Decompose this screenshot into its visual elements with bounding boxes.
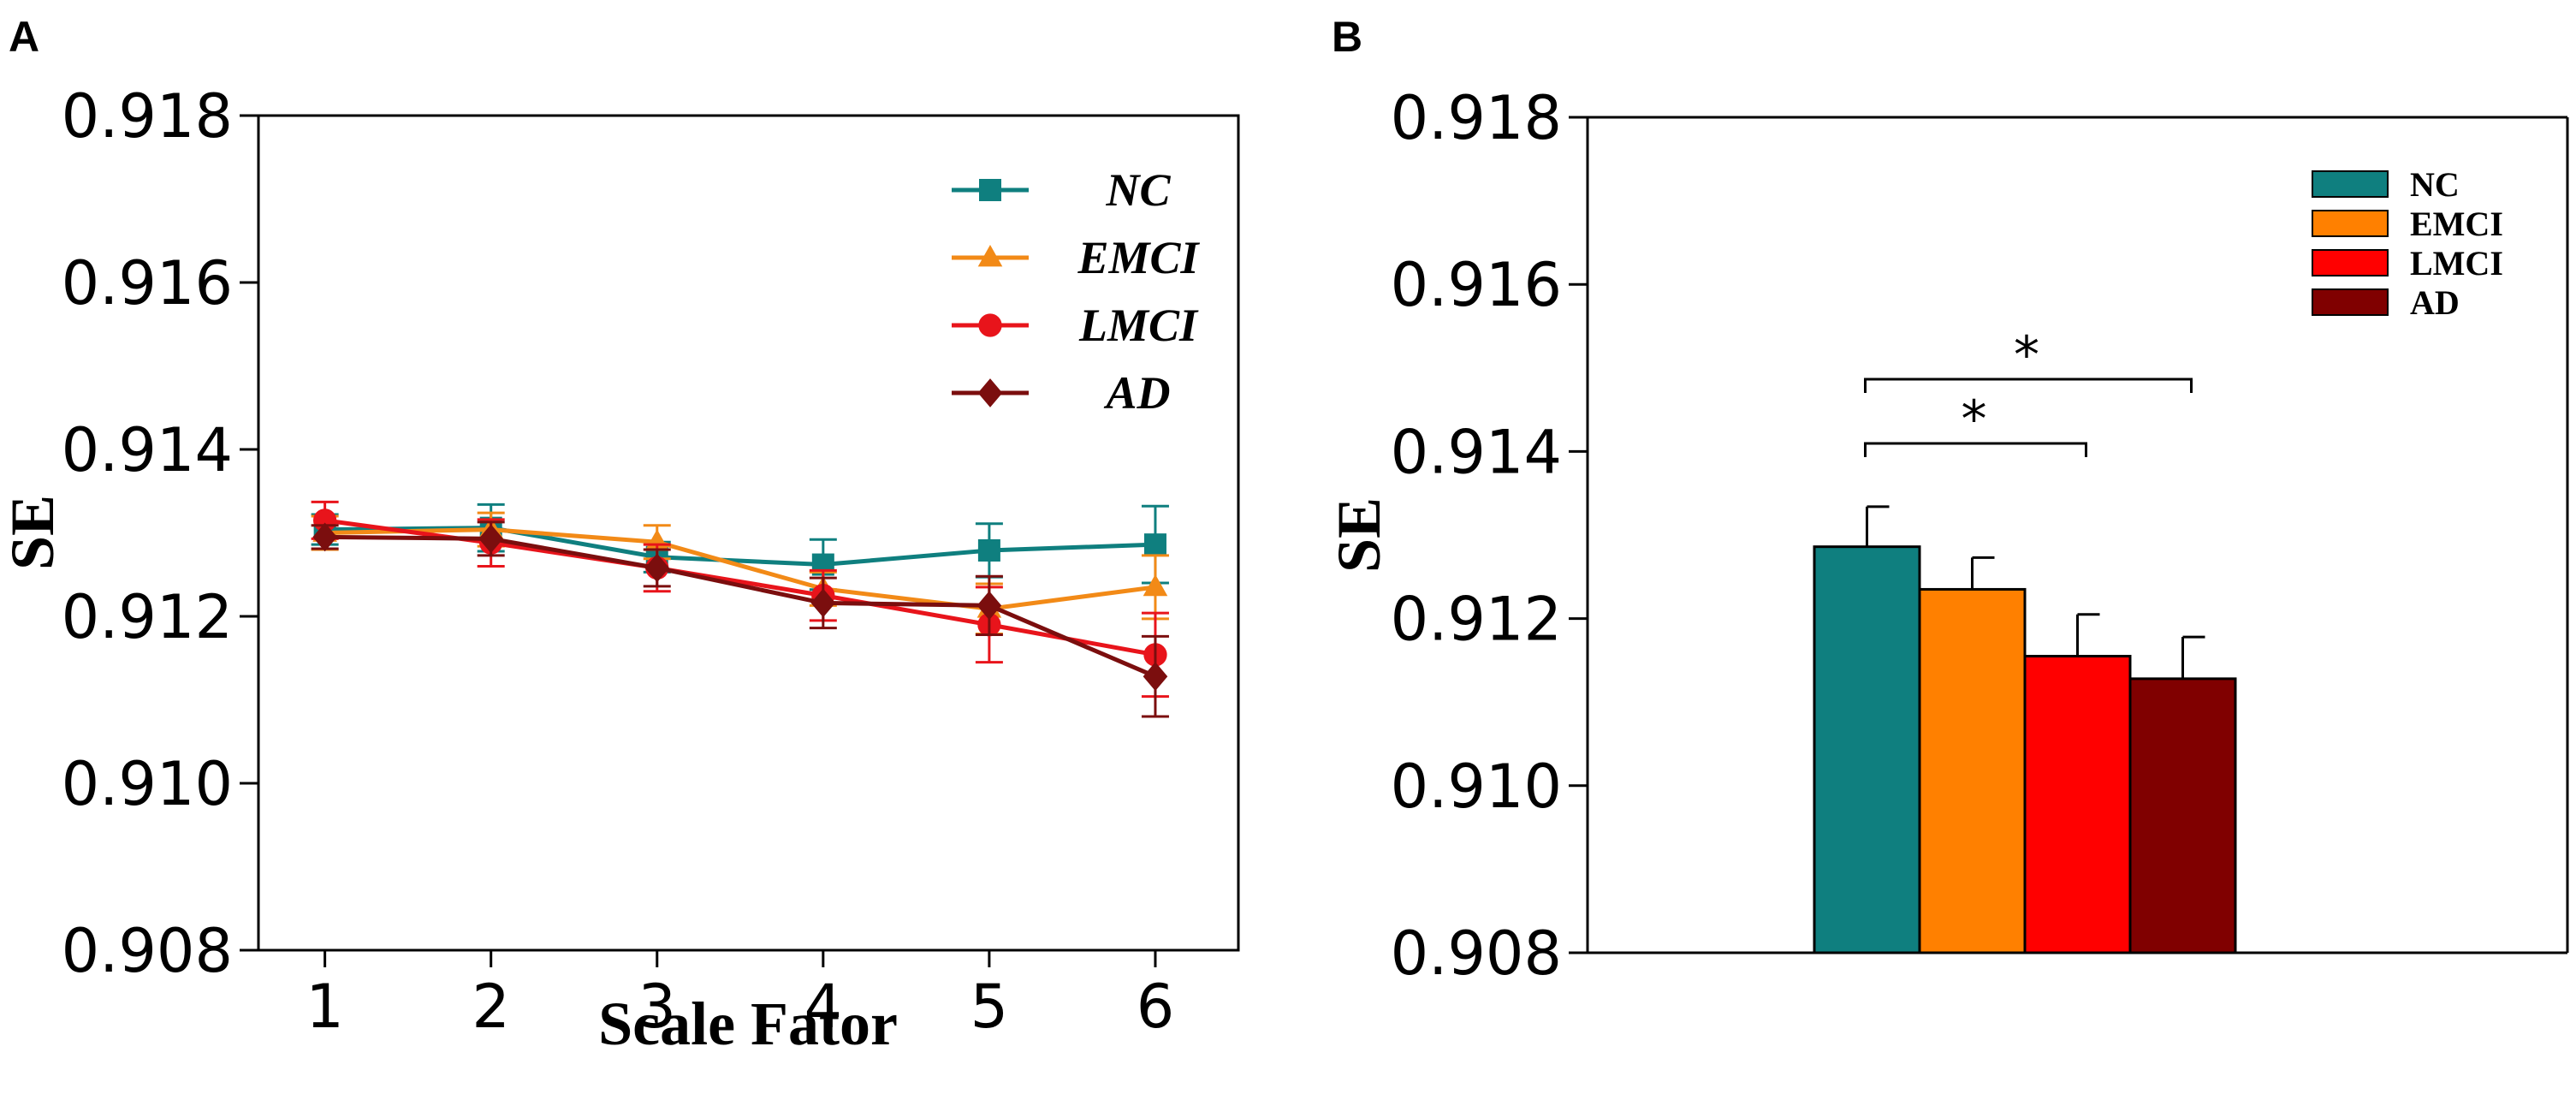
panel-a-label: A [9,13,39,61]
x-tick-label: 2 [472,972,510,1042]
series-ad [311,520,1169,718]
series-line [324,534,1156,679]
legend-swatch [2312,249,2389,276]
y-tick-label: 0.914 [62,415,233,485]
data-point [1143,574,1168,597]
panel-a-plot-frame [257,114,1240,952]
x-tick-label: 5 [970,972,1009,1042]
legend-item-ad: AD [2312,283,2460,322]
legend-label: AD [1103,367,1170,419]
legend-label: NC [2410,165,2460,204]
panel-b-y-axis: 0.908 0.910 0.912 0.914 0.916 0.918 [1391,83,1588,989]
x-tick-label: 3 [638,972,676,1042]
legend-item-emci: EMCI [2312,205,2503,243]
y-tick-label: 0.910 [62,749,233,819]
legend-swatch [2312,288,2389,316]
bar-ad [2128,677,2237,954]
panel-b-bars [1813,505,2237,954]
significance-bracket: * [1864,389,2087,457]
data-point [977,538,1000,562]
legend-marker [979,179,1001,201]
series-nc [311,502,1169,592]
series-emci [311,511,1169,635]
bar-emci [1918,587,2027,954]
data-point [478,524,503,554]
series-line [324,527,1156,611]
legend-marker [977,245,1003,267]
panel-b-y-axis-title: SE [1325,497,1393,573]
x-tick-label: 4 [804,972,843,1042]
significance-star: * [2014,325,2039,385]
legend-item-emci: EMCI [952,232,1201,283]
y-tick-label: 0.908 [62,916,233,986]
legend-label: NC [1105,164,1171,216]
series-line [324,526,1156,568]
significance-star: * [1962,389,1987,449]
data-point [976,591,1002,621]
panel-a-x-axis: 1 2 3 4 5 6 [306,950,1174,1042]
bracket-line [1864,442,2087,457]
panel-a-chart: 0.908 0.910 0.912 0.914 0.916 0.918 1 2 3 4 5 6 NC… [0,81,1240,1058]
panel-a-x-axis-title: Scale Fator [598,990,898,1058]
y-tick-label: 0.912 [62,582,233,652]
legend-marker [978,313,1002,337]
x-tick-label: 6 [1137,972,1175,1042]
legend-item-nc: NC [2312,165,2460,204]
legend-label: EMCI [1077,232,1200,283]
y-tick-label: 0.918 [1391,83,1562,153]
x-tick-label: 1 [306,972,344,1042]
data-point [810,588,836,618]
significance-bracket: * [1864,325,2193,393]
legend-item-ad: AD [952,367,1171,419]
data-point [644,553,670,583]
legend-item-nc: NC [952,164,1171,216]
legend-swatch [2312,210,2389,237]
panel-a-y-axis-title: SE [0,495,67,570]
y-tick-label: 0.910 [1391,752,1562,822]
legend-item-lmci: LMCI [2312,244,2503,282]
panel-b-label: B [1332,13,1362,61]
data-point [1143,662,1168,692]
y-tick-label: 0.908 [1391,919,1562,989]
bracket-line [1864,378,2193,393]
y-tick-label: 0.912 [1391,585,1562,655]
y-tick-label: 0.918 [62,81,233,152]
legend-label: LMCI [1078,300,1199,351]
panel-b-significance: ** [1864,325,2193,457]
y-tick-label: 0.916 [62,248,233,318]
y-tick-label: 0.916 [1391,250,1562,320]
panel-a-series [311,500,1169,718]
bar-lmci [2023,655,2132,954]
legend-label: LMCI [2410,244,2503,282]
legend-marker [977,378,1003,407]
data-point [312,522,337,552]
data-point [1143,533,1166,556]
legend-swatch [2312,170,2389,198]
legend-label: AD [2410,283,2460,322]
bar-nc [1813,545,1921,954]
panel-a-y-axis: 0.908 0.910 0.912 0.914 0.916 0.918 [62,81,258,986]
panel-a-legend: NC EMCI LMCI AD [952,164,1201,419]
legend-item-lmci: LMCI [952,300,1199,351]
legend-label: EMCI [2410,205,2503,243]
y-tick-label: 0.914 [1391,417,1562,487]
